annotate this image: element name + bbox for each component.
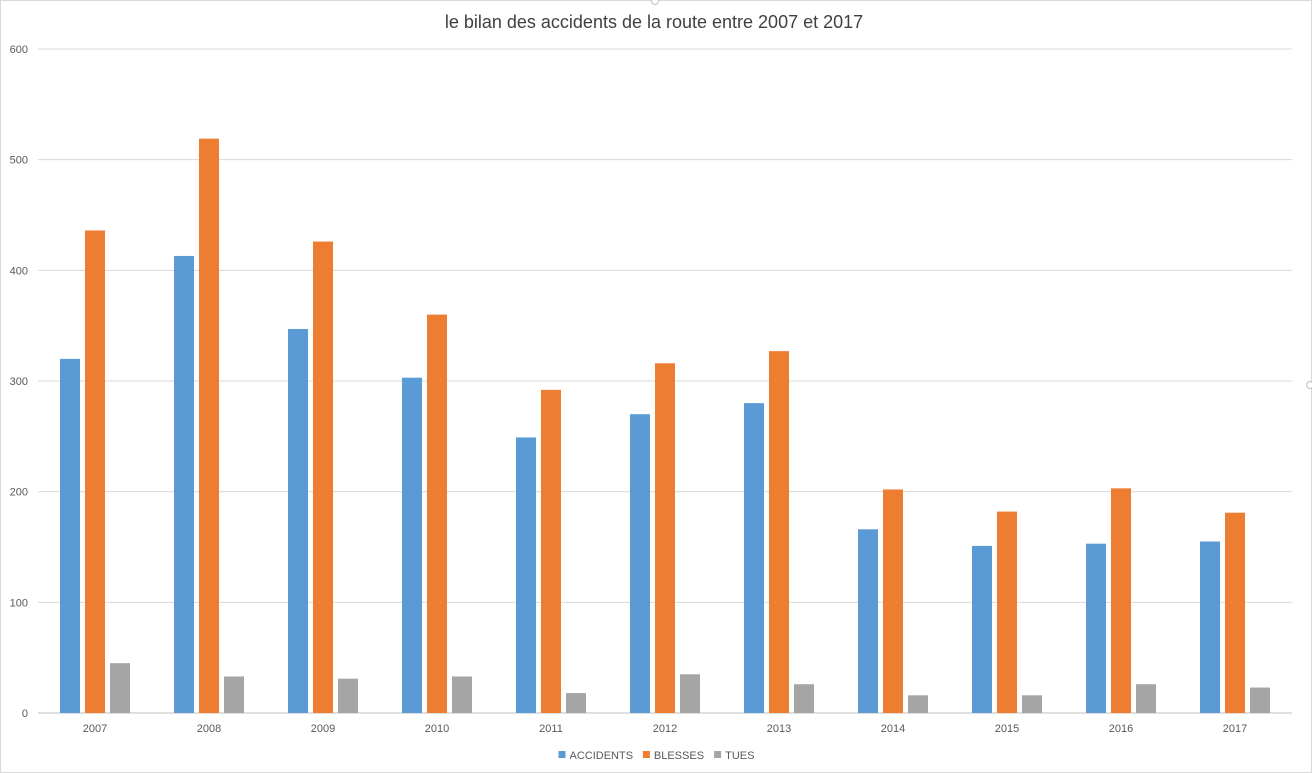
bars	[60, 138, 1270, 714]
legend-swatch-accidents	[558, 751, 566, 758]
x-tick-label: 2011	[539, 723, 563, 735]
bar-tues-2013	[794, 684, 814, 713]
y-tick-label: 600	[10, 44, 28, 56]
bar-accidents-2010	[402, 377, 422, 713]
x-tick-label: 2016	[1109, 723, 1133, 735]
x-tick-label: 2014	[881, 723, 905, 735]
bar-blesses-2009	[313, 241, 333, 713]
y-tick-label: 0	[22, 708, 28, 720]
bar-accidents-2015	[972, 545, 992, 713]
legend: ACCIDENTS BLESSES TUES	[558, 750, 754, 762]
resize-handle-top[interactable]	[651, 0, 659, 5]
bar-blesses-2016	[1111, 488, 1131, 713]
x-tick-label: 2008	[197, 723, 221, 735]
legend-label-accidents: ACCIDENTS	[570, 750, 634, 762]
bar-accidents-2017	[1200, 541, 1220, 713]
x-tick-label: 2010	[425, 723, 449, 735]
y-tick-label: 200	[10, 487, 28, 499]
y-tick-label: 400	[10, 265, 28, 277]
bar-accidents-2014	[858, 529, 878, 713]
bar-tues-2009	[338, 678, 358, 713]
y-tick-label: 300	[10, 376, 28, 388]
x-tick-label: 2017	[1223, 723, 1247, 735]
legend-label-tues: TUES	[725, 750, 754, 762]
bar-tues-2011	[566, 693, 586, 713]
bar-tues-2014	[908, 695, 928, 713]
bar-accidents-2007	[60, 358, 80, 713]
bar-tues-2017	[1250, 687, 1270, 713]
bar-accidents-2009	[288, 328, 308, 713]
x-tick-label: 2009	[311, 723, 335, 735]
bar-blesses-2010	[427, 314, 447, 713]
bar-blesses-2011	[541, 389, 561, 713]
y-tick-label: 100	[10, 597, 28, 609]
bar-tues-2016	[1136, 684, 1156, 713]
bar-blesses-2008	[199, 138, 219, 713]
x-tick-label: 2015	[995, 723, 1019, 735]
legend-swatch-tues	[714, 751, 722, 758]
bar-tues-2007	[110, 663, 130, 713]
bar-accidents-2011	[516, 437, 536, 713]
x-tick-label: 2012	[653, 723, 677, 735]
bar-tues-2008	[224, 676, 244, 713]
legend-label-blesses: BLESSES	[654, 750, 704, 762]
bar-blesses-2014	[883, 489, 903, 713]
bar-blesses-2015	[997, 511, 1017, 713]
x-tick-label: 2007	[83, 723, 107, 735]
x-tick-label: 2013	[767, 723, 791, 735]
bar-blesses-2012	[655, 363, 675, 713]
bar-tues-2012	[680, 674, 700, 713]
bar-tues-2015	[1022, 695, 1042, 713]
x-axis-tick-labels: 2007 2008 2009 2010 2011 2012 2013 2014 2015 2016…	[83, 723, 1247, 735]
resize-handle-right[interactable]	[1306, 381, 1312, 389]
y-axis-tick-labels: 0 100 200 300 400 500 600	[10, 44, 28, 720]
bar-accidents-2012	[630, 414, 650, 713]
bar-blesses-2013	[769, 351, 789, 713]
bar-accidents-2016	[1086, 543, 1106, 713]
bar-blesses-2017	[1225, 512, 1245, 713]
bar-accidents-2013	[744, 403, 764, 713]
bar-blesses-2007	[85, 230, 105, 713]
legend-swatch-blesses	[642, 751, 650, 758]
bar-tues-2010	[452, 676, 472, 713]
chart-title: le bilan des accidents de la route entre…	[445, 12, 863, 32]
y-tick-label: 500	[10, 155, 28, 167]
bar-accidents-2008	[174, 255, 194, 714]
